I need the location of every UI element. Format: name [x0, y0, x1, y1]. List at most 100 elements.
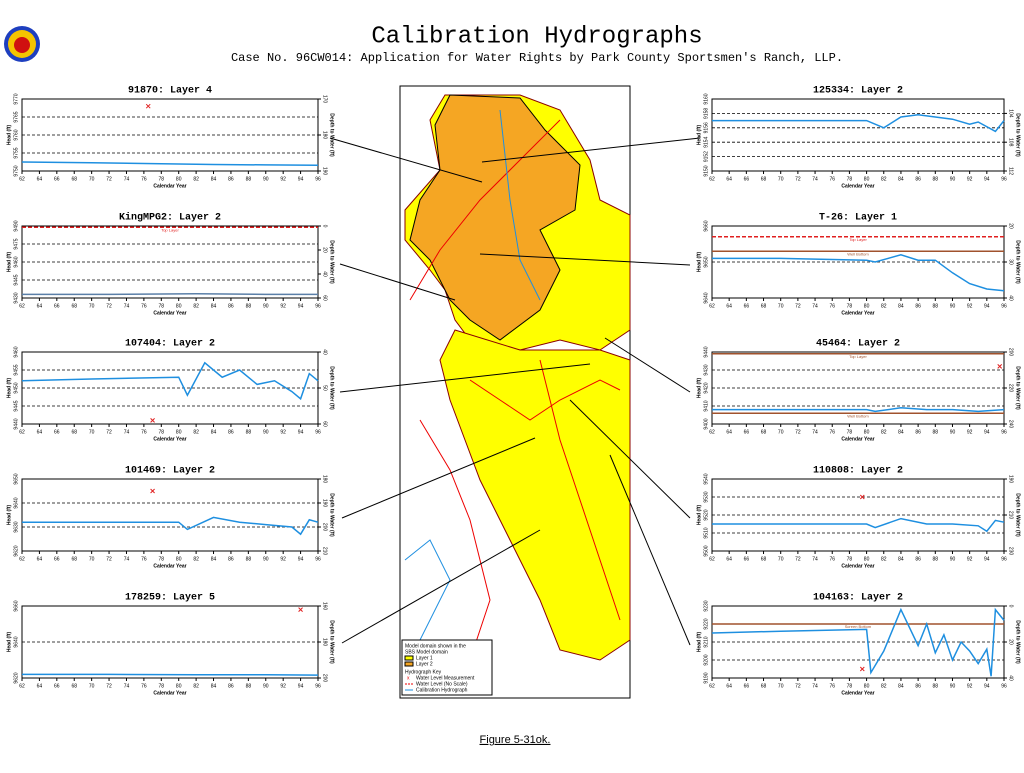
x-tick-label: 70	[89, 303, 95, 309]
x-tick-label: 78	[847, 176, 853, 182]
x-tick-label: 76	[829, 176, 835, 182]
y2-tick-label: 40	[1008, 295, 1014, 301]
y2-axis-label: Depth to Water (ft)	[1015, 366, 1021, 410]
map-key-title: Hydrograph Key	[405, 669, 442, 675]
y2-tick-label: 60	[322, 421, 328, 427]
map-key-text: Water Level (No Scale)	[416, 681, 468, 687]
y-tick-label: 9750	[13, 165, 19, 176]
x-tick-label: 86	[915, 176, 921, 182]
calibration-hydrograph	[22, 516, 319, 536]
x-tick-label: 68	[71, 303, 77, 309]
x-tick-label: 62	[19, 556, 25, 562]
map-legend-text: SBS Model domain	[405, 649, 448, 655]
x-tick-label: 66	[54, 303, 60, 309]
y2-tick-label: 240	[1008, 420, 1014, 429]
reference-label: Screen Bottom	[845, 624, 872, 629]
x-tick-label: 96	[315, 429, 321, 435]
y2-tick-label: 210	[322, 547, 328, 556]
x-tick-label: 76	[829, 683, 835, 689]
y-tick-label: 9430	[13, 292, 19, 303]
y2-tick-label: 30	[1008, 259, 1014, 265]
water-level-measurement	[150, 418, 155, 423]
x-tick-label: 84	[898, 176, 904, 182]
stream	[404, 539, 451, 641]
y-axis-label: Head (ft)	[6, 125, 12, 146]
x-tick-label: 72	[795, 176, 801, 182]
y-tick-label: 9460	[13, 346, 19, 357]
x-tick-label: 62	[709, 429, 715, 435]
legend-swatch	[404, 655, 414, 661]
x-tick-label: 64	[726, 429, 732, 435]
x-tick-label: 74	[812, 429, 818, 435]
x-tick-label: 64	[37, 429, 43, 435]
y2-tick-label: 180	[322, 131, 328, 140]
x-tick-label: 80	[176, 429, 182, 435]
x-tick-label: 70	[778, 683, 784, 689]
y2-tick-label: 60	[322, 295, 328, 301]
reference-label: Well Bottom	[847, 413, 869, 418]
connectors	[329, 137, 701, 646]
x-tick-label: 76	[141, 683, 147, 689]
x-tick-label: 64	[37, 556, 43, 562]
x-tick-label: 96	[315, 556, 321, 562]
y-tick-label: 9455	[13, 364, 19, 375]
stream	[499, 109, 541, 301]
x-tick-label: 78	[847, 429, 853, 435]
hydrograph: 104163: Layer 2 9190 9200 9210 9220 9230 40 20 0…	[696, 593, 1020, 697]
logo	[4, 26, 40, 62]
x-tick-label: 92	[280, 683, 286, 689]
hydrograph: 125334: Layer 2 9150 9152 9154 9156 9158 9160 1…	[696, 86, 1020, 190]
y-tick-label: 9400	[703, 418, 709, 429]
x-tick-label: 86	[228, 556, 234, 562]
x-tick-label: 80	[176, 556, 182, 562]
x-tick-label: 86	[915, 429, 921, 435]
y-tick-label: 9150	[703, 165, 709, 176]
x-tick-label: 62	[709, 683, 715, 689]
y-axis-label: Head (ft)	[6, 505, 12, 526]
y2-axis-label: Depth to Water (ft)	[329, 240, 335, 284]
y-axis-label: Head (ft)	[6, 252, 12, 273]
x-tick-label: 94	[984, 556, 990, 562]
x-tick-label: 82	[193, 556, 199, 562]
map: Model domain shown in the SBS Model doma…	[399, 85, 631, 699]
legend-swatch	[404, 661, 414, 667]
y-tick-label: 9430	[703, 364, 709, 375]
map-legend	[401, 639, 493, 696]
x-tick-label: 92	[967, 683, 973, 689]
x-tick-label: 88	[933, 683, 939, 689]
water-level-measurement	[298, 607, 303, 612]
key-marker: x	[407, 675, 410, 681]
y-axis-label: Head (ft)	[696, 125, 702, 146]
y2-tick-label: 190	[322, 167, 328, 176]
x-axis-label: Calendar Year	[841, 436, 874, 442]
x-tick-label: 68	[761, 303, 767, 309]
x-tick-label: 80	[864, 683, 870, 689]
x-tick-label: 64	[726, 683, 732, 689]
reference-label: Top Layer	[849, 237, 867, 242]
y2-tick-label: 180	[322, 638, 328, 647]
hydrograph: KingMPG2: Layer 294309445946094759490604…	[6, 212, 334, 317]
x-tick-label: 78	[159, 429, 165, 435]
x-tick-label: 90	[950, 683, 956, 689]
x-tick-label: 78	[159, 556, 165, 562]
map-legend-text: Model domain shown in the	[405, 643, 466, 649]
chart-title: 91870: Layer 4	[128, 86, 212, 97]
y2-tick-label: 160	[322, 602, 328, 611]
chart-title: KingMPG2: Layer 2	[119, 212, 221, 224]
x-tick-label: 84	[211, 683, 217, 689]
y-tick-label: 9765	[13, 111, 19, 122]
y2-tick-label: 50	[322, 385, 328, 391]
y2-tick-label: 170	[322, 95, 328, 104]
x-tick-label: 70	[778, 429, 784, 435]
y2-tick-label: 0	[1008, 605, 1014, 608]
y2-tick-label: 20	[322, 247, 328, 253]
x-tick-label: 74	[812, 176, 818, 182]
map-key-text: Calibration Hydrograph	[416, 687, 468, 693]
x-tick-label: 62	[19, 683, 25, 689]
x-tick-label: 78	[847, 303, 853, 309]
y-axis-label: Head (ft)	[6, 378, 12, 399]
calibration-hydrograph	[22, 293, 318, 296]
y2-tick-label: 180	[322, 475, 328, 484]
x-tick-label: 68	[761, 556, 767, 562]
